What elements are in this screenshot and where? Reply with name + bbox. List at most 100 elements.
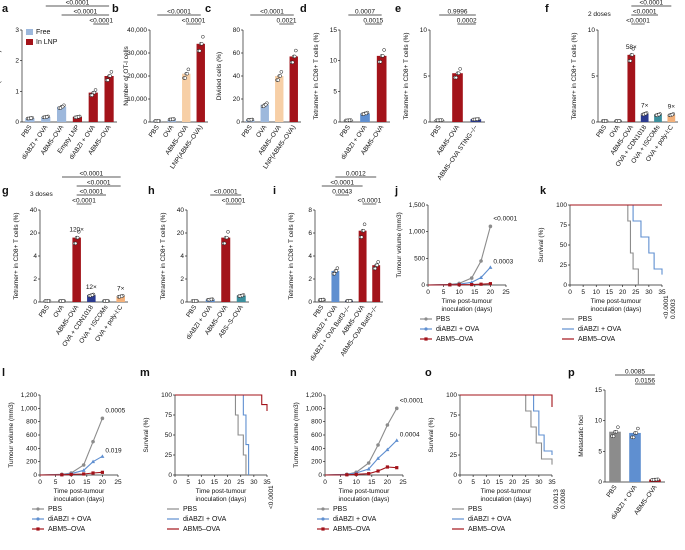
bar-f-3 <box>640 113 649 122</box>
pvalue-label: <0.0001 <box>167 9 191 16</box>
x-tick-label: 10 <box>68 479 76 486</box>
data-point <box>361 228 366 233</box>
bar-b-2 <box>182 73 191 122</box>
panel-title: 3 doses <box>30 191 54 198</box>
series-line-blue <box>570 204 663 275</box>
fold-annotation: 7× <box>117 285 125 292</box>
bar-e-1 <box>452 73 463 122</box>
series-point <box>100 416 105 421</box>
data-point <box>320 297 325 302</box>
panel-label-j: j <box>394 185 398 197</box>
bar-a-0 <box>25 118 35 122</box>
pvalue-label: <0.0001 <box>400 397 424 404</box>
series-point <box>69 472 73 477</box>
panel-label-c: c <box>205 3 211 15</box>
pvalue-label: <0.0001 <box>222 198 246 205</box>
y-tick-label: 40 <box>233 73 241 80</box>
series-point <box>488 224 493 229</box>
y-tick-label: 50 <box>450 432 458 439</box>
data-point <box>362 222 367 227</box>
y-tick-label: 60 <box>233 50 241 57</box>
y-tick-label: 1,200 <box>306 392 323 399</box>
data-point <box>290 60 295 65</box>
series-point <box>345 473 349 477</box>
y-tick-label: 10 <box>588 27 596 34</box>
panel-label-n: n <box>290 367 297 379</box>
legend-marker <box>424 337 428 341</box>
panel-label-f: f <box>545 3 549 15</box>
x-tick-label: 10 <box>483 479 491 486</box>
legend-entry: diABZI + OVA <box>183 516 227 523</box>
series-point <box>479 259 483 263</box>
data-point <box>186 67 191 72</box>
y-tick-label: 400 <box>26 445 37 452</box>
legend-entry: ABM5–OVA <box>436 336 474 343</box>
y-tick-label: 5 <box>591 73 595 80</box>
y-tick-label: 10 <box>420 27 428 34</box>
series-point <box>366 467 371 471</box>
legend-swatch <box>26 39 33 45</box>
x-tick-label: 5 <box>471 479 475 486</box>
pvalue-label: 0.0002 <box>457 18 477 25</box>
x-tick-label: 0 <box>426 289 430 296</box>
x-tick-label: 15 <box>83 479 91 486</box>
legend-entry: diABZI + OVA <box>436 326 480 333</box>
pvalue-label: 0.019 <box>105 447 122 454</box>
fold-annotation: 12× <box>86 284 97 291</box>
series-point <box>81 468 86 472</box>
y-tick-label: 5 <box>598 448 602 455</box>
x-tick-label: 20 <box>99 479 107 486</box>
legend-marker <box>321 527 325 531</box>
y-tick-label: 1,000 <box>21 405 38 412</box>
data-point <box>334 269 339 273</box>
pvalue-label: 0.0005 <box>105 407 125 414</box>
x-tick-label: 5 <box>581 289 585 296</box>
data-point <box>73 241 78 246</box>
y-tick-label: 40 <box>30 207 38 214</box>
x-axis-label-cont: inoculation (days) <box>481 496 532 503</box>
pvalue-label: 0.0007 <box>355 9 375 16</box>
y-tick-label: 25 <box>450 452 458 459</box>
legend-entry: PBS <box>48 506 62 513</box>
series-point <box>376 456 381 460</box>
pvalue-label: <0.0001 <box>330 180 354 187</box>
x-tick-label: 15 <box>368 479 376 486</box>
data-point <box>225 235 229 240</box>
x-axis-label: Time post-tumour <box>591 298 643 305</box>
x-axis-label: Time post-tumour <box>442 298 494 305</box>
x-tick-label: 15 <box>496 479 504 486</box>
panel-m: m 0 25 50 75 100 0 5 10 15 20 25 30 35 Survival (%) Tim… <box>140 367 275 533</box>
panel-label-k: k <box>540 185 547 197</box>
data-point <box>278 74 283 78</box>
series-point <box>354 472 358 476</box>
x-tick-label: 25 <box>237 479 245 486</box>
pvalue-label: <0.0001 <box>493 215 517 222</box>
y-tick-label: 0 <box>15 119 19 126</box>
y-tick-label: 0 <box>598 479 602 486</box>
data-point <box>45 115 49 119</box>
y-tick-label: 10 <box>330 58 338 65</box>
series-point <box>385 465 389 469</box>
y-tick-label: 2 <box>15 58 19 65</box>
y-tick-label: 10 <box>595 418 603 425</box>
panel-label-o: o <box>425 367 432 379</box>
y-tick-label: 100 <box>446 392 457 399</box>
panel-l: l 0 200 400 600 800 1,000 1,200 0 5 10 15 20 25 Tumour… <box>2 367 126 533</box>
category-label: PBS <box>339 124 353 139</box>
series-point <box>60 473 64 477</box>
fold-annotation: 9× <box>668 104 676 111</box>
bar-p-0 <box>609 431 621 482</box>
legend-marker <box>36 527 40 531</box>
x-tick-label: 25 <box>114 479 122 486</box>
y-axis-label: Number of OT-I cells <box>123 45 130 105</box>
series-line-blue <box>324 439 398 476</box>
panel-label-g: g <box>2 185 9 197</box>
series-point <box>488 282 492 286</box>
series-point <box>100 470 104 474</box>
y-tick-label: 6 <box>308 230 312 237</box>
bar-a-3 <box>72 116 83 122</box>
x-axis-label-cont: inoculation (days) <box>196 496 247 503</box>
series-point <box>479 275 484 280</box>
category-label: PBS <box>430 124 444 139</box>
